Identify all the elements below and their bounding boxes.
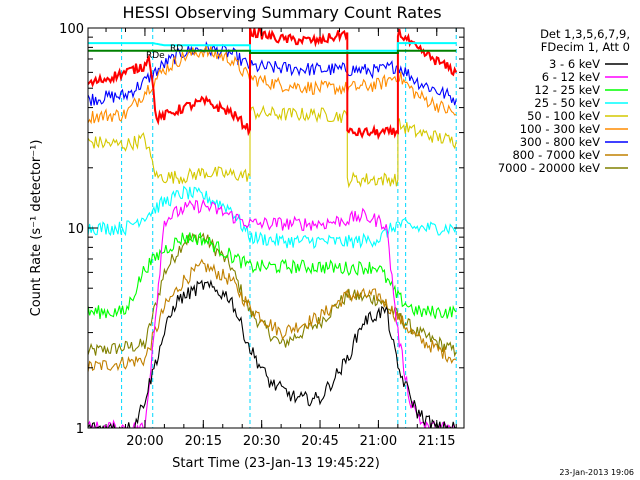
x-tick-label: 20:00: [126, 434, 163, 449]
axes: 20:00 20:15 20:30 20:45 21:00 21:15 1 10 100: [59, 22, 464, 449]
generation-timestamp: 23-Jan-2013 19:06: [559, 468, 634, 477]
legend-label-50-100-kev: 50 - 100 keV: [527, 109, 600, 123]
x-tick-label: 20:15: [185, 434, 222, 449]
series-line-6-12-kev: [88, 198, 457, 428]
x-axis-label: Start Time (23-Jan-13 19:45:22): [172, 456, 380, 471]
series-layer: [88, 28, 458, 428]
y-tick-label: 100: [59, 22, 84, 37]
upper-trace-3: [88, 49, 457, 54]
legend-header-line-2: FDecim 1, Att 0: [541, 40, 630, 54]
series-line-3-6-kev: [88, 279, 457, 428]
series-line-50-100-kev: [88, 104, 457, 189]
legend-header-line-1: Det 1,3,5,6,7,9,: [540, 27, 630, 41]
series-line-25-50-kev: [88, 185, 457, 250]
legend-label-6-12-kev: 6 - 12 keV: [542, 70, 600, 84]
y-axis-label: Count Rate (s⁻¹ detector⁻¹): [29, 140, 44, 317]
x-tick-label: 20:30: [243, 434, 280, 449]
annotation-rd: RD: [170, 44, 183, 54]
series-line-100-300-kev: [88, 44, 457, 125]
x-tick-label: 20:45: [301, 434, 338, 449]
legend-label-300-800-kev: 300 - 800 keV: [520, 135, 600, 149]
series-line-7000-20000-kev: [88, 232, 457, 358]
series-line-800-7000-kev: [88, 258, 457, 373]
upper-trace-1: [88, 28, 458, 141]
series-line-12-25-kev: [88, 231, 457, 320]
x-tick-label: 21:15: [418, 434, 455, 449]
y-tick-label: 1: [76, 422, 84, 437]
series-line-300-800-kev: [88, 41, 457, 106]
y-tick-label: 10: [67, 222, 84, 237]
upper-trace-2: [88, 42, 457, 52]
legend-label-12-25-kev: 12 - 25 keV: [534, 83, 600, 97]
legend-label-100-300-kev: 100 - 300 keV: [520, 122, 600, 136]
x-tick-label: 21:00: [360, 434, 397, 449]
plot-area: 20:00 20:15 20:30 20:45 21:00 21:15 1 10 100 RDe…: [59, 22, 465, 449]
plot-frame: [87, 27, 465, 429]
legend-label-7000-20000-kev: 7000 - 20000 keV: [498, 161, 600, 175]
annotation-rde: RDe: [146, 51, 165, 61]
chart-title: HESSI Observing Summary Count Rates: [122, 3, 441, 22]
legend-label-800-7000-kev: 800 - 7000 keV: [512, 148, 600, 162]
legend: Det 1,3,5,6,7,9, FDecim 1, Att 0 3 - 6 k…: [498, 27, 630, 175]
legend-label-3-6-kev: 3 - 6 keV: [549, 57, 600, 71]
legend-label-25-50-kev: 25 - 50 keV: [534, 96, 600, 110]
